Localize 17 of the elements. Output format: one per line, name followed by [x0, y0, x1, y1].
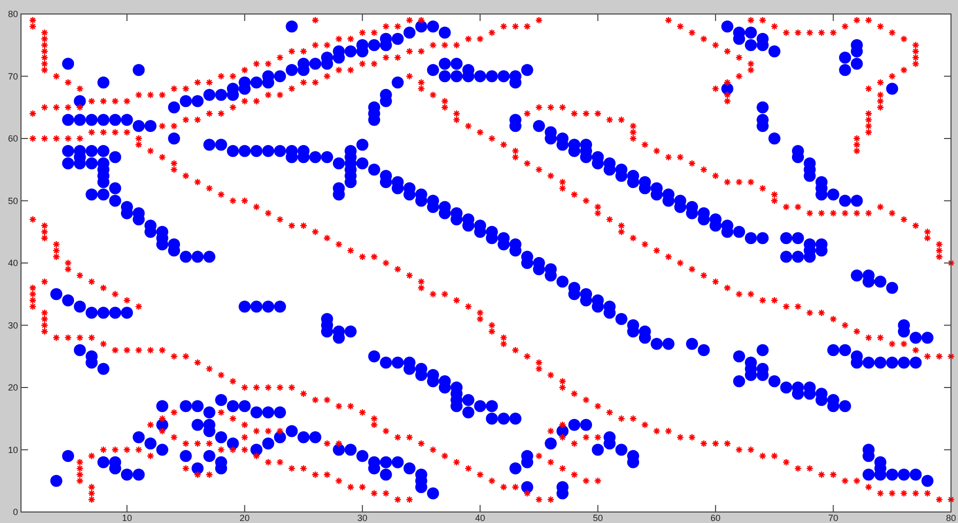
x-tick-label: 30 — [357, 513, 368, 523]
y-tick-label: 20 — [8, 382, 18, 392]
x-tick-label: 40 — [475, 513, 486, 523]
x-tick-label: 20 — [240, 513, 250, 523]
y-tick-label: 10 — [8, 444, 18, 455]
y-tick-label: 30 — [8, 320, 18, 330]
y-tick-label: 40 — [8, 258, 18, 268]
x-tick-label: 80 — [946, 513, 956, 523]
y-tick-label: 80 — [8, 9, 18, 19]
y-tick-label: 50 — [8, 196, 18, 206]
x-tick-label: 70 — [828, 513, 838, 523]
y-tick-label: 70 — [8, 71, 18, 82]
x-tick-label: 60 — [710, 513, 721, 523]
y-tick-label: 0 — [12, 507, 18, 517]
x-tick-label: 50 — [592, 513, 603, 523]
y-tick-label: 60 — [8, 134, 18, 144]
x-tick-label: 10 — [122, 513, 132, 523]
